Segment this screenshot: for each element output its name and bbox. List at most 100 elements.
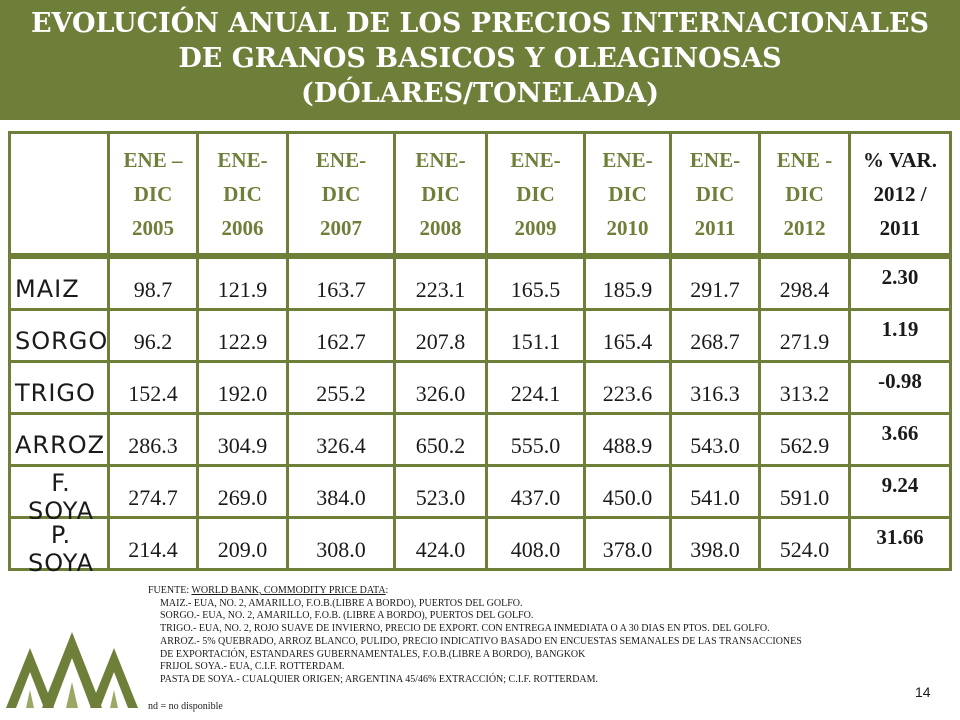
var-cell: 31.66 bbox=[851, 519, 949, 568]
var-cell: 9.24 bbox=[851, 467, 949, 516]
header-2005-l3: 2005 bbox=[132, 215, 174, 240]
source-link: WORLD BANK, COMMODITY PRICE DATA bbox=[191, 585, 386, 596]
var-cell: -0.98 bbox=[851, 363, 949, 412]
header-2011-l3: 2011 bbox=[694, 215, 736, 240]
table-row: ARROZ 286.3 304.9 326.4 650.2 555.0 488.9 543.0… bbox=[8, 415, 952, 464]
price-cell: 224.1 bbox=[488, 363, 583, 412]
header-2008: ENE- DIC 2008 bbox=[396, 134, 485, 253]
header-2010-l2: DIC bbox=[608, 181, 647, 206]
header-2009: ENE- DIC 2009 bbox=[488, 134, 583, 253]
header-var-l3: 2011 bbox=[879, 215, 921, 240]
price-cell: 326.0 bbox=[396, 363, 485, 412]
price-cell: 255.2 bbox=[289, 363, 393, 412]
header-2009-l1: ENE- bbox=[510, 147, 561, 172]
page-title-line2: DE GRANOS BASICOS Y OLEAGINOSAS bbox=[178, 43, 782, 74]
note-arroz: ARROZ.- 5% QUEBRADO, ARROZ BLANCO, PULID… bbox=[160, 635, 802, 647]
source-notes: FUENTE: WORLD BANK, COMMODITY PRICE DATA… bbox=[148, 585, 948, 687]
price-cell: 207.8 bbox=[396, 311, 485, 360]
price-cell: 151.1 bbox=[488, 311, 583, 360]
price-cell: 96.2 bbox=[110, 311, 196, 360]
price-cell: 162.7 bbox=[289, 311, 393, 360]
header-2005-l2: DIC bbox=[133, 181, 173, 206]
price-cell: 562.9 bbox=[761, 415, 848, 464]
note-arroz-cont: DE EXPORTACIÓN, ESTANDARES GUBERNAMENTAL… bbox=[160, 648, 586, 660]
price-cell: 274.7 bbox=[110, 467, 196, 516]
price-cell: 450.0 bbox=[586, 467, 669, 516]
price-cell: 378.0 bbox=[586, 519, 669, 568]
var-cell: 1.19 bbox=[851, 311, 949, 360]
price-cell: 122.9 bbox=[199, 311, 286, 360]
source-line: FUENTE: WORLD BANK, COMMODITY PRICE DATA… bbox=[148, 585, 948, 598]
header-2008-l2: DIC bbox=[421, 181, 460, 206]
price-cell: 543.0 bbox=[672, 415, 758, 464]
header-var-l1: % VAR. bbox=[863, 147, 937, 172]
price-cell: 121.9 bbox=[199, 259, 286, 308]
price-table: ENE – DIC 2005 ENE- DIC 2006 ENE- DIC 20… bbox=[8, 131, 952, 577]
table-row: SORGO 96.2 122.9 162.7 207.8 151.1 165.4 268.7 2… bbox=[8, 311, 952, 360]
var-cell: 3.66 bbox=[851, 415, 949, 464]
header-2008-l3: 2008 bbox=[419, 215, 462, 240]
price-cell: 291.7 bbox=[672, 259, 758, 308]
price-cell: 163.7 bbox=[289, 259, 393, 308]
price-cell: 304.9 bbox=[199, 415, 286, 464]
header-2009-l3: 2009 bbox=[514, 215, 557, 240]
header-2007-l2: DIC bbox=[321, 181, 361, 206]
table-row: F. SOYA 274.7 269.0 384.0 523.0 437.0 450.0 541… bbox=[8, 467, 952, 525]
table-header-row: ENE – DIC 2005 ENE- DIC 2006 ENE- DIC 20… bbox=[8, 131, 952, 256]
source-prefix: FUENTE: bbox=[148, 585, 192, 596]
price-cell: 223.6 bbox=[586, 363, 669, 412]
header-2012: ENE - DIC 2012 bbox=[761, 134, 848, 253]
header-2010: ENE- DIC 2010 bbox=[586, 134, 669, 253]
note-frijol-soya: FRIJOL SOYA.- EUA, C.I.F. ROTTERDAM. bbox=[160, 661, 345, 673]
header-2007: ENE- DIC 2007 bbox=[289, 134, 393, 253]
nd-note: nd = no disponible bbox=[148, 701, 223, 712]
price-cell: 185.9 bbox=[586, 259, 669, 308]
note-maiz: MAIZ.- EUA, NO. 2, AMARILLO, F.O.B.(LIBR… bbox=[160, 597, 523, 609]
header-2005-l1: ENE – bbox=[123, 147, 183, 172]
row-label: F. SOYA bbox=[11, 467, 107, 525]
price-cell: 223.1 bbox=[396, 259, 485, 308]
price-cell: 313.2 bbox=[761, 363, 848, 412]
row-label: SORGO bbox=[11, 311, 107, 360]
price-cell: 298.4 bbox=[761, 259, 848, 308]
price-cell: 524.0 bbox=[761, 519, 848, 568]
header-var-l2: 2012 / bbox=[873, 181, 927, 206]
header-2011-l1: ENE- bbox=[689, 147, 741, 172]
page-title-line1: EVOLUCIÓN ANUAL DE LOS PRECIOS INTERNACI… bbox=[30, 8, 930, 39]
header-2012-l1: ENE - bbox=[776, 147, 833, 172]
header-2011: ENE- DIC 2011 bbox=[672, 134, 758, 253]
page-title-line3: (DÓLARES/TONELADA) bbox=[301, 78, 659, 109]
price-cell: 308.0 bbox=[289, 519, 393, 568]
row-label: MAIZ bbox=[11, 259, 107, 308]
header-2005: ENE – DIC 2005 bbox=[110, 134, 196, 253]
price-cell: 316.3 bbox=[672, 363, 758, 412]
price-cell: 271.9 bbox=[761, 311, 848, 360]
price-cell: 408.0 bbox=[488, 519, 583, 568]
title-band: EVOLUCIÓN ANUAL DE LOS PRECIOS INTERNACI… bbox=[0, 0, 960, 120]
price-cell: 650.2 bbox=[396, 415, 485, 464]
price-cell: 437.0 bbox=[488, 467, 583, 516]
header-2007-l3: 2007 bbox=[320, 215, 362, 240]
header-2012-l3: 2012 bbox=[783, 215, 826, 240]
table-row: TRIGO 152.4 192.0 255.2 326.0 224.1 223.6 316.3… bbox=[8, 363, 952, 412]
price-cell: 98.7 bbox=[110, 259, 196, 308]
price-cell: 591.0 bbox=[761, 467, 848, 516]
page-number: 14 bbox=[915, 684, 931, 700]
price-cell: 268.7 bbox=[672, 311, 758, 360]
header-2011-l2: DIC bbox=[695, 181, 735, 206]
price-cell: 192.0 bbox=[199, 363, 286, 412]
header-2010-l3: 2010 bbox=[606, 215, 649, 240]
header-2007-l1: ENE- bbox=[315, 147, 367, 172]
price-cell: 398.0 bbox=[672, 519, 758, 568]
note-trigo: TRIGO.- EUA, NO. 2, ROJO SUAVE DE INVIER… bbox=[160, 623, 770, 635]
header-2006: ENE- DIC 2006 bbox=[199, 134, 286, 253]
header-2010-l1: ENE- bbox=[602, 147, 653, 172]
price-cell: 488.9 bbox=[586, 415, 669, 464]
price-cell: 165.4 bbox=[586, 311, 669, 360]
header-2006-l1: ENE- bbox=[217, 147, 268, 172]
price-cell: 555.0 bbox=[488, 415, 583, 464]
price-cell: 424.0 bbox=[396, 519, 485, 568]
header-var: % VAR. 2012 / 2011 bbox=[851, 134, 949, 253]
price-cell: 384.0 bbox=[289, 467, 393, 516]
table-row: MAIZ 98.7 121.9 163.7 223.1 165.5 185.9 291.7 29… bbox=[8, 259, 952, 308]
